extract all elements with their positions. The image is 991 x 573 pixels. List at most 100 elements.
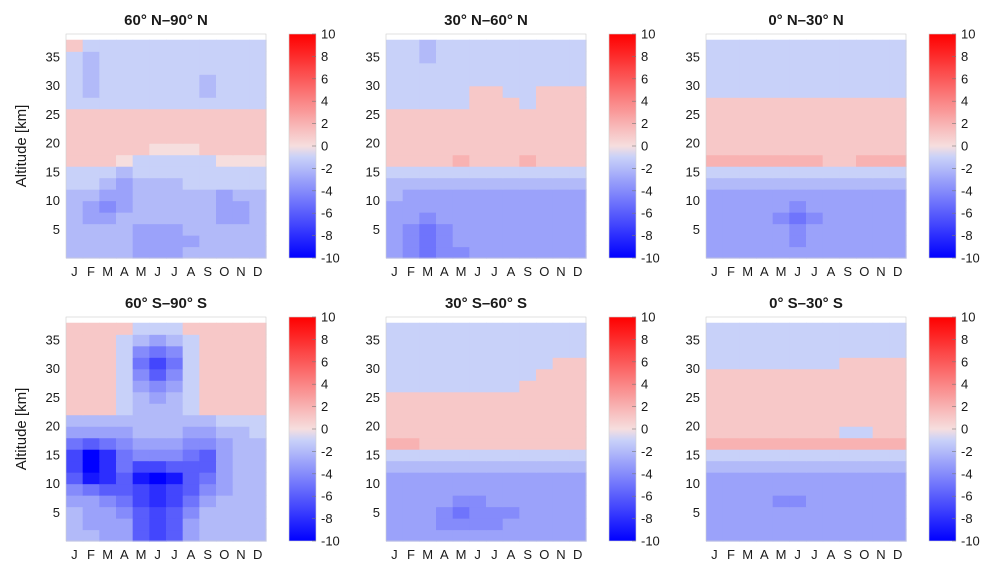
heatmap-cell (166, 97, 184, 110)
heatmap-cell (486, 483, 504, 496)
heatmap-cell (386, 74, 404, 87)
heatmap-cell (402, 391, 420, 404)
heatmap-cell (519, 62, 537, 75)
heatmap-cell (419, 449, 437, 462)
heatmap-cell (182, 449, 200, 462)
heatmap-cell (806, 437, 824, 450)
heatmap-cell (772, 334, 790, 347)
heatmap-cell (132, 177, 150, 190)
x-tick-label: F (407, 547, 415, 562)
heatmap-cell (789, 212, 807, 225)
heatmap-cell (839, 368, 857, 381)
heatmap-cell (789, 85, 807, 98)
heatmap-cell (486, 414, 504, 427)
heatmap-cell (436, 131, 454, 144)
heatmap-cell (386, 322, 404, 335)
y-tick-label: 15 (686, 447, 700, 462)
y-tick-label: 25 (366, 107, 380, 122)
heatmap-cell (386, 449, 404, 462)
heatmap-cell (132, 357, 150, 370)
heatmap-cell (569, 189, 587, 202)
heatmap-cell (402, 357, 420, 370)
heatmap-cell (436, 518, 454, 531)
heatmap-cell (856, 166, 874, 179)
heatmap-cell (789, 483, 807, 496)
heatmap-cell (806, 177, 824, 190)
heatmap-cell (249, 437, 267, 450)
heatmap-cell (419, 143, 437, 156)
heatmap-cell (569, 334, 587, 347)
heatmap-cell (232, 97, 250, 110)
colorbar-tick-label: 4 (321, 94, 328, 109)
heatmap-cell (166, 506, 184, 519)
heatmap-cell (469, 449, 487, 462)
heatmap-cell (772, 483, 790, 496)
heatmap-cell (722, 154, 740, 167)
heatmap-cell (739, 506, 757, 519)
y-tick-label: 30 (686, 78, 700, 93)
x-tick-label: A (120, 547, 129, 562)
heatmap-cell (706, 235, 724, 248)
heatmap-cell (839, 472, 857, 485)
heatmap-cell (166, 345, 184, 358)
heatmap-cell (402, 51, 420, 64)
heatmap-cell (452, 334, 470, 347)
heatmap-cell (182, 177, 200, 190)
colorbar-tick-label: 10 (641, 27, 655, 42)
heatmap-cell (502, 495, 520, 508)
heatmap-cell (182, 74, 200, 87)
heatmap-cell (149, 131, 167, 144)
heatmap-cell (82, 62, 100, 75)
heatmap-cell (386, 529, 404, 542)
heatmap-cell (436, 177, 454, 190)
heatmap-cell (789, 322, 807, 335)
heatmap-cell (166, 154, 184, 167)
colorbar-tick-label: 6 (321, 71, 328, 86)
heatmap-cell (149, 529, 167, 542)
heatmap-cell (386, 506, 404, 519)
heatmap-cell (436, 97, 454, 110)
heatmap-cell (419, 154, 437, 167)
x-tick-label: J (474, 264, 481, 279)
heatmap-cell (789, 414, 807, 427)
heatmap-cell (552, 177, 570, 190)
heatmap-cell (116, 483, 134, 496)
heatmap-cell (739, 108, 757, 121)
heatmap-cell (519, 518, 537, 531)
heatmap-cell (569, 529, 587, 542)
heatmap-cell (66, 212, 84, 225)
heatmap-cell (452, 403, 470, 416)
heatmap-cell (182, 235, 200, 248)
heatmap-cell (502, 449, 520, 462)
heatmap-cell (722, 131, 740, 144)
heatmap-cell (66, 97, 84, 110)
heatmap-cell (166, 483, 184, 496)
heatmap-cell (419, 120, 437, 133)
heatmap-cell (486, 472, 504, 485)
heatmap-cell (806, 143, 824, 156)
heatmap-cell (536, 368, 554, 381)
y-tick-label: 30 (46, 361, 60, 376)
heatmap-cell (822, 483, 840, 496)
heatmap-cell (536, 391, 554, 404)
heatmap-cell (839, 85, 857, 98)
heatmap-cell (536, 62, 554, 75)
heatmap-cell (419, 39, 437, 52)
heatmap-cell (199, 166, 217, 179)
heatmap-cell (232, 131, 250, 144)
x-tick-label: M (456, 264, 467, 279)
heatmap-cell (82, 368, 100, 381)
x-tick-label: D (573, 264, 582, 279)
heatmap-cell (806, 223, 824, 236)
heatmap-cell (789, 39, 807, 52)
heatmap-cell (166, 85, 184, 98)
heatmap-cell (199, 246, 217, 259)
heatmap-cell (419, 85, 437, 98)
colorbar-tick-label: 6 (641, 354, 648, 369)
heatmap-cell (132, 120, 150, 133)
heatmap-cell (772, 235, 790, 248)
heatmap-cell (232, 357, 250, 370)
heatmap-cell (166, 403, 184, 416)
heatmap-cell (519, 460, 537, 473)
heatmap-cell (469, 345, 487, 358)
